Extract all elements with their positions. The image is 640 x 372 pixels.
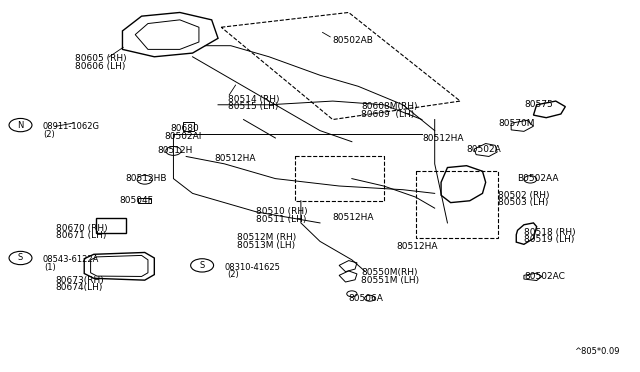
Text: 80674(LH): 80674(LH) bbox=[56, 283, 103, 292]
Text: 80519 (LH): 80519 (LH) bbox=[524, 235, 574, 244]
Text: ^805*0.09: ^805*0.09 bbox=[574, 347, 620, 356]
Text: 80506A: 80506A bbox=[349, 294, 383, 303]
Text: 08543-6122A: 08543-6122A bbox=[43, 255, 99, 264]
Text: 80513M (LH): 80513M (LH) bbox=[237, 241, 295, 250]
Text: 08310-41625: 08310-41625 bbox=[225, 263, 280, 272]
Text: 80512HA: 80512HA bbox=[333, 213, 374, 222]
Text: 80670 (RH): 80670 (RH) bbox=[56, 224, 107, 233]
Text: 80503 (LH): 80503 (LH) bbox=[499, 198, 548, 207]
Text: 80514 (RH): 80514 (RH) bbox=[228, 95, 279, 104]
Text: 80512HA: 80512HA bbox=[422, 134, 463, 142]
Text: 80504F: 80504F bbox=[119, 196, 153, 205]
Text: 80510 (RH): 80510 (RH) bbox=[256, 207, 308, 217]
Text: (2): (2) bbox=[228, 270, 239, 279]
Text: B0502AA: B0502AA bbox=[518, 174, 559, 183]
Text: S: S bbox=[18, 253, 23, 263]
Text: 80673(RH): 80673(RH) bbox=[56, 276, 104, 285]
Text: 80502 (RH): 80502 (RH) bbox=[499, 191, 550, 200]
Text: 80671 (LH): 80671 (LH) bbox=[56, 231, 106, 240]
Text: 80512HA: 80512HA bbox=[215, 154, 257, 163]
Text: 80502A: 80502A bbox=[467, 145, 501, 154]
Text: 80502AC: 80502AC bbox=[524, 272, 564, 281]
Text: 80515 (LH): 80515 (LH) bbox=[228, 102, 278, 111]
Text: (2): (2) bbox=[43, 130, 54, 139]
Text: S: S bbox=[200, 261, 205, 270]
Text: (1): (1) bbox=[45, 263, 56, 272]
Text: 80570M: 80570M bbox=[499, 119, 535, 128]
Text: 80502AB: 80502AB bbox=[333, 36, 374, 45]
Text: 80575: 80575 bbox=[524, 100, 553, 109]
Text: 80518 (RH): 80518 (RH) bbox=[524, 228, 575, 237]
Text: 80680: 80680 bbox=[170, 124, 199, 133]
Text: 80512HB: 80512HB bbox=[125, 174, 167, 183]
Text: N: N bbox=[17, 121, 24, 129]
Text: 80608M(RH): 80608M(RH) bbox=[362, 102, 418, 111]
Text: 08911-1062G: 08911-1062G bbox=[43, 122, 100, 131]
Text: 80512HA: 80512HA bbox=[396, 243, 438, 251]
Text: 80551M (LH): 80551M (LH) bbox=[362, 276, 420, 285]
Text: 80606 (LH): 80606 (LH) bbox=[75, 61, 125, 71]
Text: 80605 (RH): 80605 (RH) bbox=[75, 54, 126, 63]
Text: 80609  (LH): 80609 (LH) bbox=[362, 109, 415, 119]
Text: 80512M (RH): 80512M (RH) bbox=[237, 233, 296, 242]
Text: 80511 (LH): 80511 (LH) bbox=[256, 215, 307, 224]
Text: 80512H: 80512H bbox=[157, 147, 193, 155]
Text: 80550M(RH): 80550M(RH) bbox=[362, 268, 418, 277]
Text: 80502AI: 80502AI bbox=[164, 132, 201, 141]
Bar bbox=[183, 122, 195, 131]
Bar bbox=[138, 198, 151, 203]
Bar bbox=[96, 218, 126, 232]
